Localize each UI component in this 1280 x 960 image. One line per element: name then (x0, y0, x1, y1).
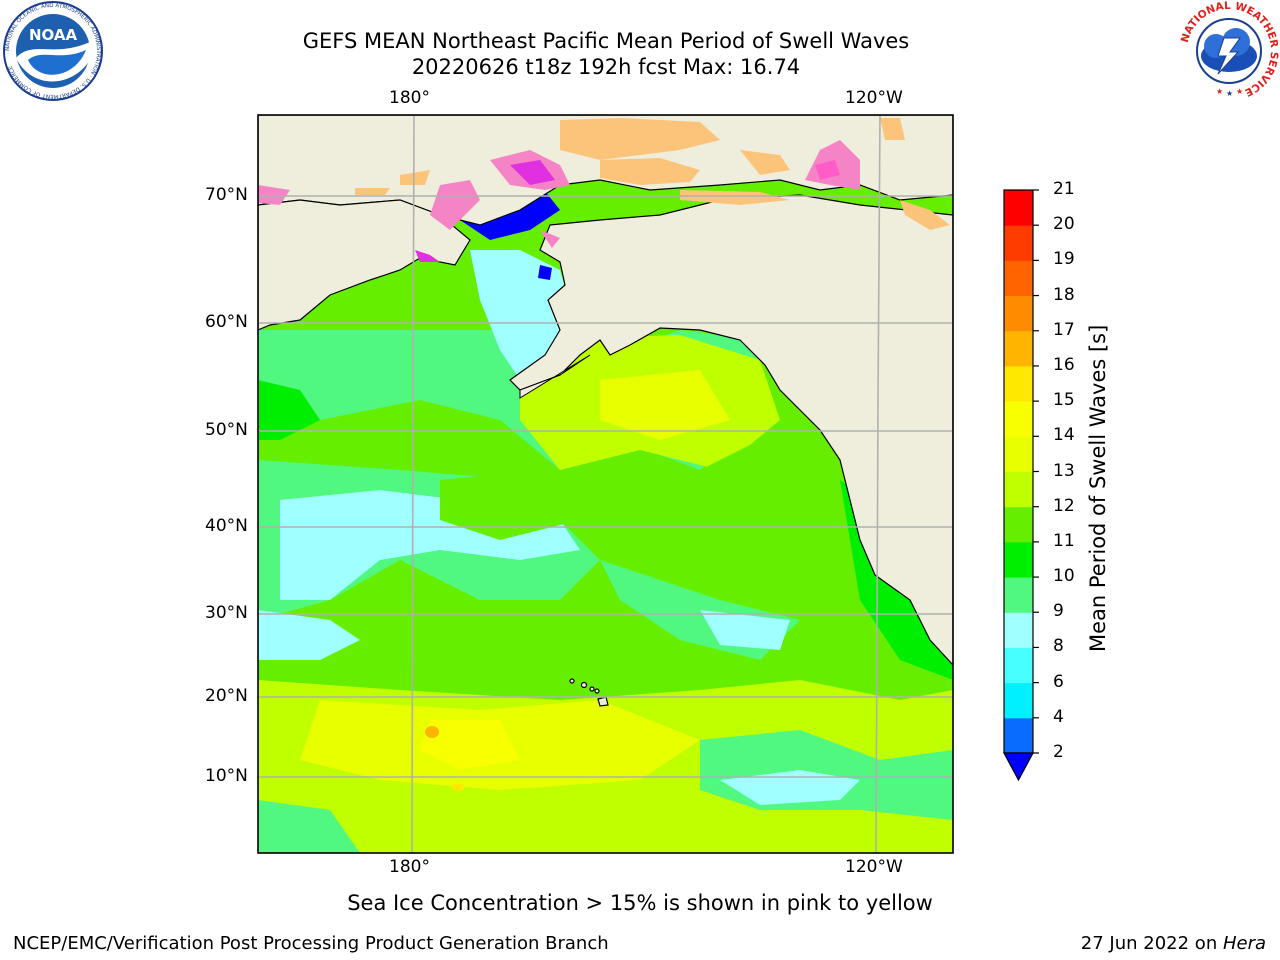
lat-label-10n: 10°N (205, 766, 248, 786)
lat-label-20n: 20°N (205, 686, 248, 706)
lat-label-60n: 60°N (205, 312, 248, 332)
lon-label-bottom-180: 180° (389, 857, 430, 877)
plot-title: GEFS MEAN Northeast Pacific Mean Period … (302, 29, 910, 53)
colorbar-segment (1004, 190, 1033, 226)
map-frame (257, 114, 954, 854)
colorbar-tick-label: 9 (1053, 601, 1064, 622)
colorbar-segment (1004, 401, 1033, 437)
colorbar-tick-label: 18 (1053, 284, 1075, 305)
colorbar-tick-label: 8 (1053, 636, 1064, 657)
lat-label-70n: 70°N (205, 185, 248, 205)
colorbar-tick-label: 14 (1053, 425, 1075, 446)
colorbar-segment (1004, 577, 1033, 613)
colorbar-segment (1004, 260, 1033, 297)
lon-label-top-120w: 120°W (845, 88, 903, 108)
colorbar-tick-label: 11 (1053, 530, 1075, 551)
colorbar-tick-label: 17 (1053, 319, 1075, 340)
hawaii-islands (569, 678, 609, 707)
colorbar (1002, 189, 1039, 782)
svg-text:★: ★ (1226, 89, 1233, 98)
colorbar-title: Mean Period of Swell Waves [s] (1086, 324, 1110, 652)
nws-logo: NATIONAL WEATHER SERVICE ★ ★ ★ (1179, 0, 1280, 100)
colorbar-tick-label: 21 (1053, 179, 1075, 199)
colorbar-tick-label: 12 (1053, 495, 1075, 516)
lon-label-bottom-120w: 120°W (845, 857, 903, 877)
colorbar-segment (1004, 330, 1033, 367)
lon-label-top-180: 180° (389, 88, 430, 108)
colorbar-segment (1004, 436, 1033, 472)
colorbar-tick-label: 4 (1053, 706, 1064, 727)
sea-ice-note: Sea Ice Concentration > 15% is shown in … (347, 891, 933, 915)
footer-credit: NCEP/EMC/Verification Post Processing Pr… (13, 933, 609, 954)
colorbar-tick-label: 6 (1053, 671, 1064, 692)
colorbar-tick-label: 2 (1053, 742, 1064, 762)
svg-text:★: ★ (1216, 87, 1223, 96)
footer-date: 27 Jun 2022 on Hera (1081, 933, 1266, 954)
colorbar-tick-label: 19 (1053, 249, 1075, 270)
colorbar-segment (1004, 612, 1033, 648)
graticule (258, 115, 953, 853)
lat-label-50n: 50°N (205, 420, 248, 440)
lat-label-30n: 30°N (205, 603, 248, 623)
colorbar-tick-label: 13 (1053, 460, 1075, 481)
colorbar-segment (1004, 225, 1033, 261)
colorbar-tick-label: 15 (1053, 390, 1075, 411)
plot-subtitle: 20220626 t18z 192h fcst Max: 16.74 (411, 55, 801, 79)
swell-period-field (258, 330, 953, 853)
colorbar-segment (1004, 471, 1033, 508)
colorbar-segment (1004, 295, 1033, 332)
colorbar-tick-label: 16 (1053, 354, 1075, 375)
colorbar-segment (1004, 647, 1033, 684)
colorbar-tick-label: 20 (1053, 214, 1075, 235)
colorbar-segment (1004, 365, 1033, 402)
colorbar-segment (1004, 506, 1033, 543)
lat-label-40n: 40°N (205, 516, 248, 536)
footer-date-text: 27 Jun 2022 on (1080, 933, 1223, 954)
colorbar-segment (1004, 717, 1033, 754)
noaa-logo: NATIONAL OCEANIC AND ATMOSPHERIC ADMINIS… (3, 1, 103, 101)
footer-host: Hera (1222, 933, 1266, 954)
sea-ice-overlay (258, 118, 950, 262)
colorbar-under-arrow (1002, 752, 1035, 782)
colorbar-segment (1004, 541, 1033, 578)
svg-text:NOAA: NOAA (29, 26, 78, 44)
svg-text:★: ★ (1236, 87, 1243, 96)
colorbar-segment (1004, 682, 1033, 719)
colorbar-tick-label: 10 (1053, 566, 1075, 587)
